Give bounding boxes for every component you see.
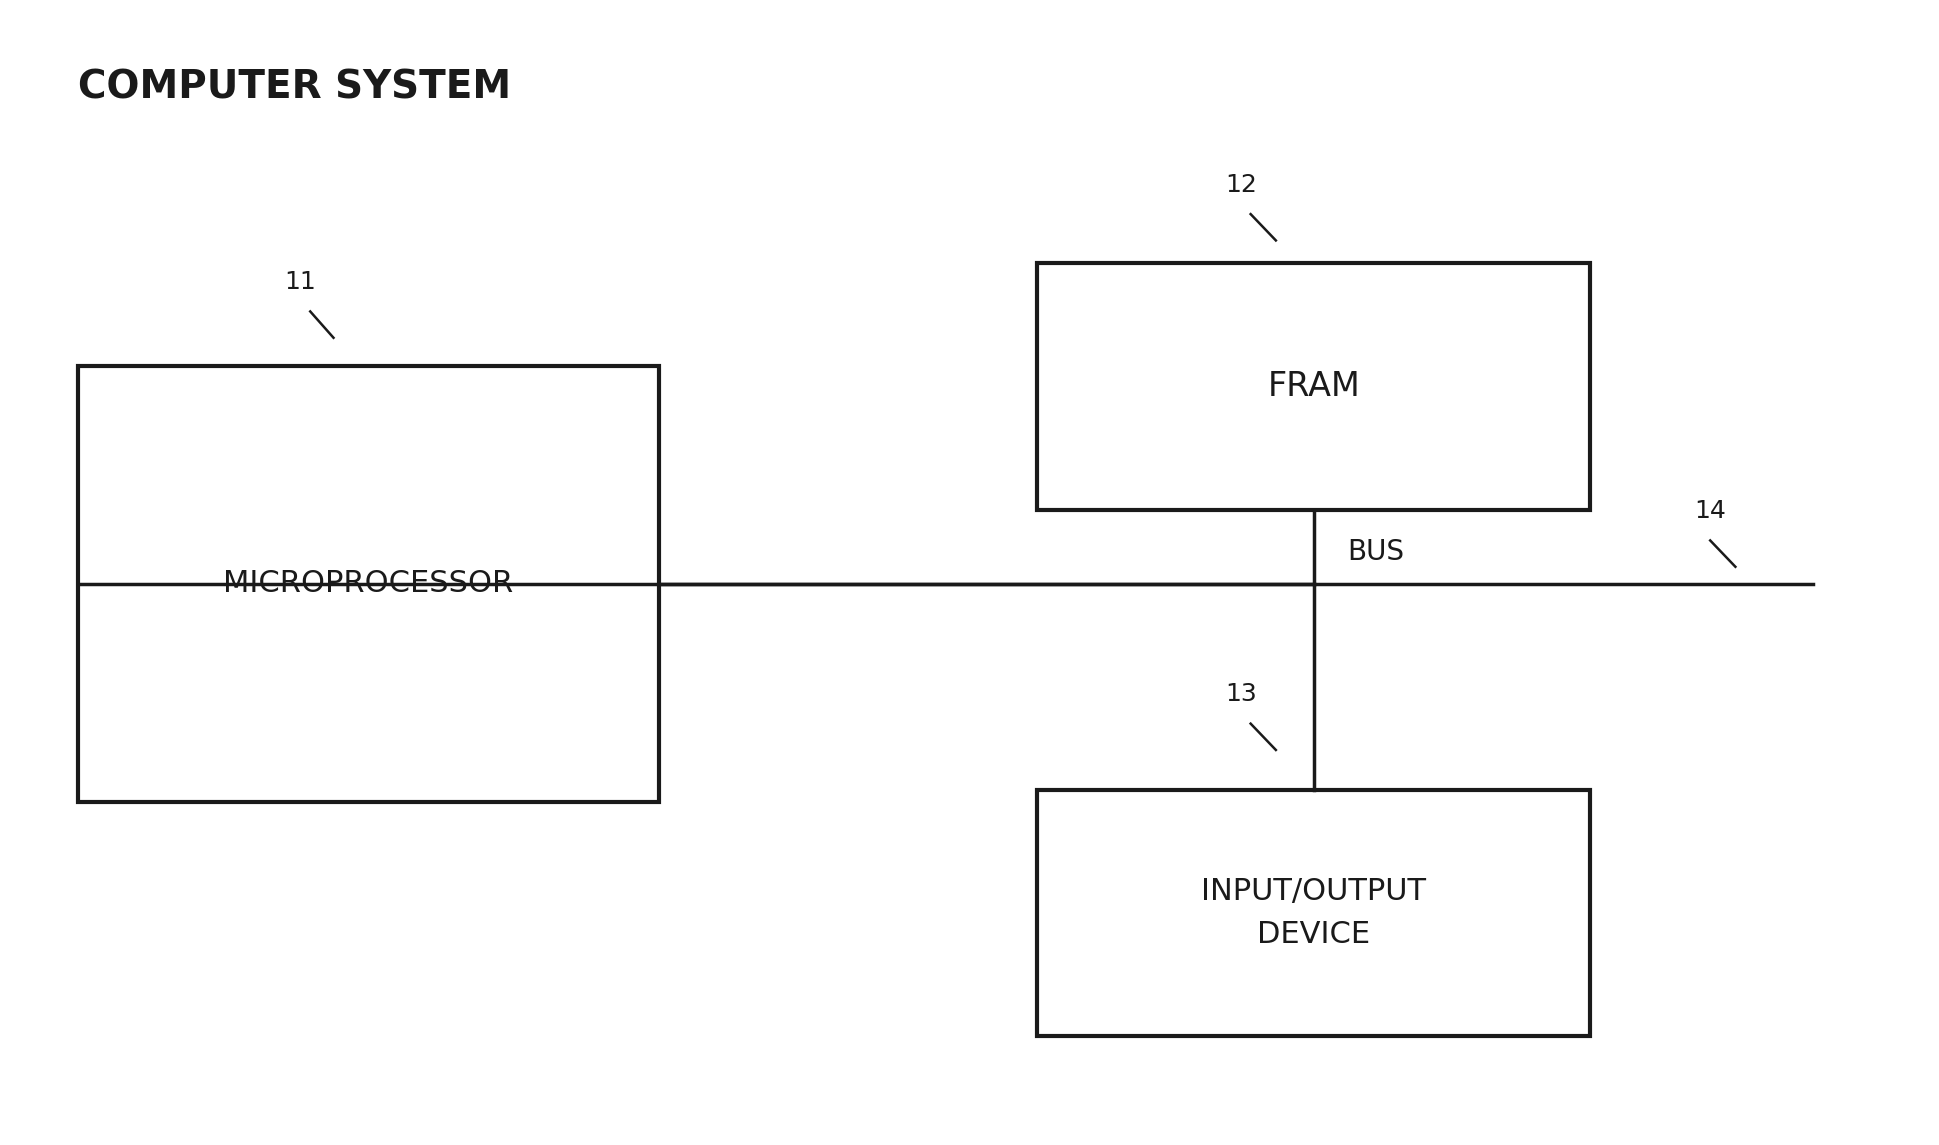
Text: INPUT/OUTPUT
DEVICE: INPUT/OUTPUT DEVICE xyxy=(1200,877,1427,949)
Text: 12: 12 xyxy=(1225,173,1256,197)
Text: FRAM: FRAM xyxy=(1268,370,1359,403)
Bar xyxy=(1037,263,1590,510)
Text: 14: 14 xyxy=(1695,499,1726,523)
Bar xyxy=(78,366,659,802)
Text: BUS: BUS xyxy=(1348,538,1404,566)
Bar xyxy=(1037,790,1590,1036)
Text: COMPUTER SYSTEM: COMPUTER SYSTEM xyxy=(78,69,510,106)
Text: 13: 13 xyxy=(1225,682,1256,706)
Text: MICROPROCESSOR: MICROPROCESSOR xyxy=(223,569,514,599)
Text: 11: 11 xyxy=(285,270,316,294)
